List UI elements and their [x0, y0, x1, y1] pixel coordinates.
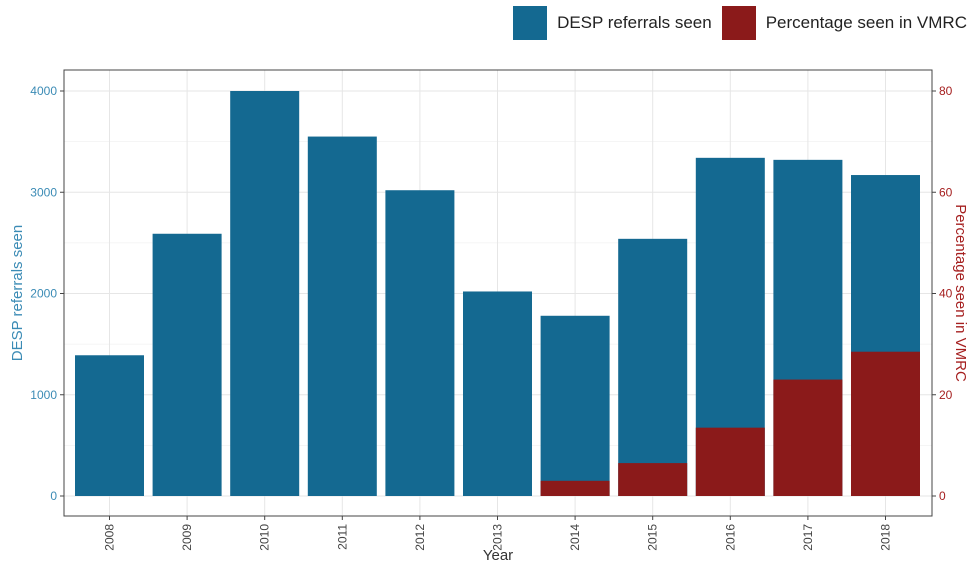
- tick-label-left: 2000: [30, 287, 57, 301]
- tick-label-x: 2011: [335, 524, 349, 550]
- bar-desp-2010: [230, 91, 300, 496]
- tick-label-left: 3000: [30, 185, 57, 199]
- legend-swatch-vmrc: [721, 6, 756, 40]
- y-axis-title-left: DESP referrals seen: [9, 225, 26, 361]
- bar-desp-2013: [463, 291, 532, 496]
- tick-label-x: 2008: [103, 524, 117, 551]
- tick-label-x: 2015: [646, 524, 660, 551]
- legend-swatch-desp: [513, 6, 548, 40]
- x-axis-title: Year: [483, 547, 513, 564]
- tick-label-x: 2018: [879, 524, 893, 551]
- bar-desp-2008: [75, 355, 144, 496]
- ticks-left: 0 1000 2000 3000 4000: [30, 84, 64, 503]
- tick-label-x: 2017: [801, 524, 815, 551]
- legend-label-vmrc: Percentage seen in VMRC: [765, 13, 967, 32]
- bar-vmrc-2015: [618, 463, 688, 496]
- bars-vmrc: [540, 351, 920, 496]
- bar-desp-2014: [540, 315, 610, 496]
- bar-vmrc-2017: [773, 379, 843, 496]
- y-axis-title-right: Percentage seen in VMRC: [952, 204, 969, 382]
- tick-label-left: 1000: [30, 388, 57, 402]
- legend: DESP referrals seen Percentage seen in V…: [513, 6, 967, 40]
- tick-label-left: 4000: [30, 84, 57, 98]
- legend-item-desp: DESP referrals seen: [513, 6, 712, 40]
- tick-label-x: 2013: [491, 524, 505, 551]
- ticks-right: 0 20 40 60 80: [932, 84, 953, 503]
- tick-label-right: 0: [939, 489, 946, 503]
- tick-label-x: 2009: [180, 524, 194, 551]
- tick-label-left: 0: [50, 489, 57, 503]
- tick-label-x: 2012: [413, 524, 427, 551]
- tick-label-x: 2010: [258, 524, 272, 551]
- tick-label-right: 60: [939, 185, 953, 199]
- legend-item-vmrc: Percentage seen in VMRC: [721, 6, 967, 40]
- tick-label-x: 2014: [568, 524, 582, 551]
- tick-label-right: 20: [939, 388, 953, 402]
- legend-label-desp: DESP referrals seen: [557, 13, 712, 32]
- bar-desp-2009: [152, 233, 222, 496]
- bar-desp-2012: [385, 190, 455, 496]
- ticks-x: 2008 2009 2010 2011 2012 2013 2014 2015 2016 2017…: [103, 516, 893, 551]
- bar-vmrc-2016: [695, 427, 765, 496]
- bar-desp-2011: [307, 136, 377, 496]
- bar-desp-2015: [618, 238, 688, 496]
- bar-vmrc-2014: [540, 480, 610, 496]
- bar-vmrc-2018: [851, 351, 920, 496]
- tick-label-right: 80: [939, 84, 953, 98]
- tick-label-x: 2016: [723, 524, 737, 551]
- tick-label-right: 40: [939, 287, 953, 301]
